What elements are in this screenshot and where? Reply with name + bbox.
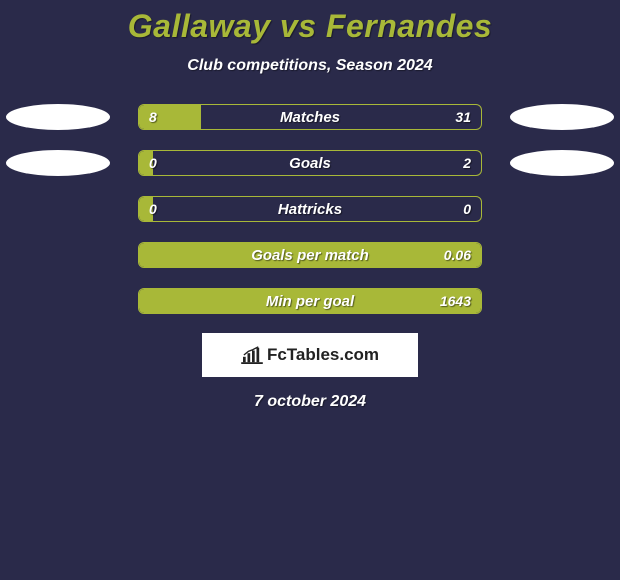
- player-right-oval: [510, 150, 614, 176]
- stats-rows: Matches831Goals02Hattricks00Goals per ma…: [0, 103, 620, 315]
- stat-label: Goals per match: [139, 243, 481, 267]
- stat-row: Hattricks0 0: [0, 195, 620, 223]
- stat-row: Min per goal1643: [0, 287, 620, 315]
- stat-value-right: 1643: [440, 289, 471, 313]
- stat-value-left: 0: [149, 197, 157, 221]
- stat-row: Goals per match0.06: [0, 241, 620, 269]
- stat-value-right: 31: [455, 105, 471, 129]
- stat-bar: Min per goal1643: [138, 288, 482, 314]
- stat-value-right: 0.06: [444, 243, 471, 267]
- stat-row: Matches8 31: [0, 103, 620, 131]
- stat-label: Matches: [139, 105, 481, 129]
- stat-row: Goals0 2: [0, 149, 620, 177]
- logo: FcTables.com: [241, 345, 379, 365]
- stat-value-left: 8: [149, 105, 157, 129]
- stat-bar: Hattricks0 0: [138, 196, 482, 222]
- stat-bar: Matches8 31: [138, 104, 482, 130]
- logo-text: FcTables.com: [267, 345, 379, 365]
- date: 7 october 2024: [0, 393, 620, 411]
- stat-label: Goals: [139, 151, 481, 175]
- page-title: Gallaway vs Fernandes: [0, 8, 620, 45]
- chart-icon: [241, 346, 263, 364]
- stat-bar: Goals per match0.06: [138, 242, 482, 268]
- stat-value-right: 2: [463, 151, 471, 175]
- stat-label: Min per goal: [139, 289, 481, 313]
- player-left-oval: [6, 104, 110, 130]
- subtitle: Club competitions, Season 2024: [0, 57, 620, 75]
- stats-widget: Gallaway vs Fernandes Club competitions,…: [0, 0, 620, 411]
- player-right-oval: [510, 104, 614, 130]
- stat-label: Hattricks: [139, 197, 481, 221]
- logo-box[interactable]: FcTables.com: [202, 333, 418, 377]
- stat-value-left: 0: [149, 151, 157, 175]
- stat-value-right: 0: [463, 197, 471, 221]
- player-left-oval: [6, 150, 110, 176]
- stat-bar: Goals0 2: [138, 150, 482, 176]
